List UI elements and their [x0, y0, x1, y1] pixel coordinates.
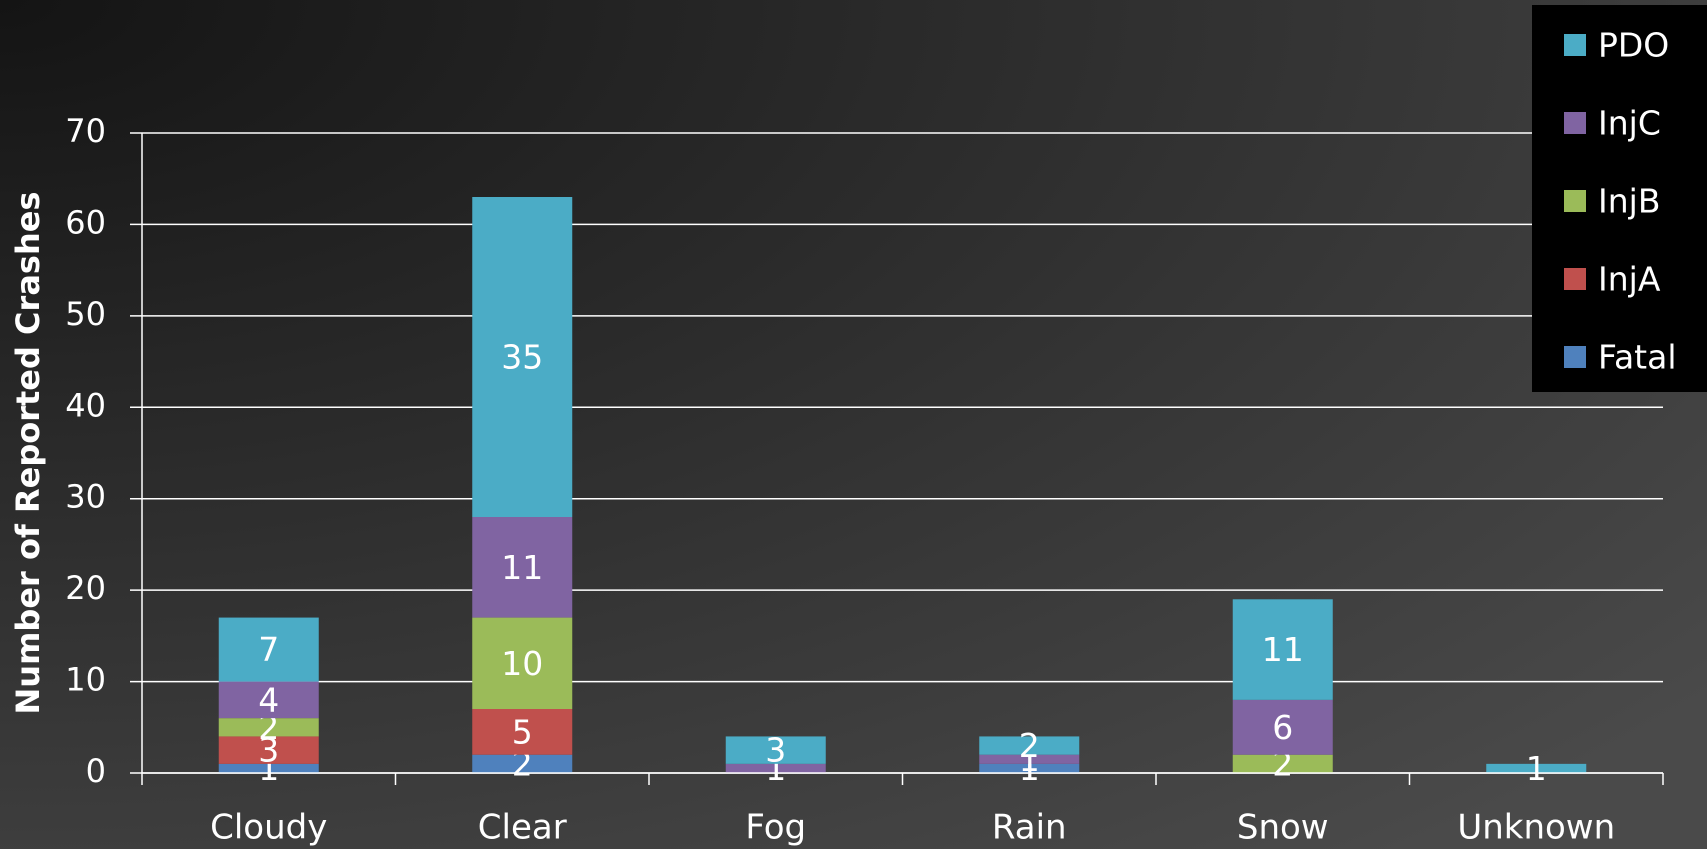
bar-segment — [472, 709, 573, 755]
legend-swatch — [1564, 346, 1586, 368]
x-tick-label: Clear — [478, 808, 567, 848]
bar-segment — [218, 681, 319, 719]
bar-segment — [979, 736, 1080, 755]
y-tick-label: 50 — [65, 295, 106, 333]
data-label: 11 — [1262, 630, 1304, 669]
x-tick-label: Fog — [745, 808, 806, 848]
bar-segment — [1232, 699, 1333, 755]
y-tick-label: 30 — [65, 478, 106, 516]
data-label: 6 — [1272, 708, 1293, 747]
x-tick-label: Cloudy — [210, 808, 327, 848]
data-label: 11 — [501, 548, 543, 587]
legend-swatch — [1564, 190, 1586, 212]
legend-swatch — [1564, 112, 1586, 134]
bar-segment — [218, 736, 319, 764]
bar-segment — [725, 736, 826, 764]
bar-segment — [1232, 754, 1333, 773]
data-label: 5 — [512, 712, 533, 751]
legend-label: PDO — [1598, 26, 1669, 65]
bar-segment — [472, 754, 573, 773]
bar-segment — [218, 617, 319, 682]
bar-segment — [979, 754, 1080, 764]
data-label: 7 — [258, 630, 279, 669]
x-tick-label: Snow — [1237, 808, 1329, 848]
y-tick-label: 20 — [65, 569, 106, 607]
data-label: 2 — [1019, 726, 1040, 765]
bar-segment — [1232, 599, 1333, 700]
bar-segment — [472, 617, 573, 709]
data-label: 35 — [501, 338, 543, 377]
bar-segment — [1486, 763, 1587, 773]
data-label: 3 — [765, 731, 786, 770]
data-label: 10 — [501, 644, 543, 683]
bar-segment — [979, 763, 1080, 773]
legend-label: Fatal — [1598, 338, 1677, 377]
bar-segment — [472, 197, 573, 517]
legend-swatch — [1564, 34, 1586, 56]
bar-segment — [725, 763, 826, 773]
y-tick-label: 40 — [65, 386, 106, 424]
x-tick-label: Rain — [992, 808, 1067, 848]
y-tick-label: 70 — [65, 112, 106, 150]
data-label: 3 — [258, 731, 279, 770]
data-label: 4 — [258, 680, 279, 719]
y-tick-label: 60 — [65, 203, 106, 241]
y-tick-label: 0 — [86, 752, 106, 790]
y-axis-label: Number of Reported Crashes — [9, 192, 47, 715]
legend-label: InjC — [1598, 104, 1661, 143]
legend-swatch — [1564, 268, 1586, 290]
legend-label: InjB — [1598, 182, 1660, 221]
x-tick-label: Unknown — [1457, 808, 1615, 848]
legend-label: InjA — [1598, 260, 1661, 299]
bar-segment — [218, 718, 319, 737]
bar-segment — [472, 517, 573, 618]
y-tick-label: 10 — [65, 661, 106, 699]
legend-box — [1532, 5, 1707, 392]
bar-segment — [218, 763, 319, 773]
data-label: 1 — [1526, 749, 1547, 788]
